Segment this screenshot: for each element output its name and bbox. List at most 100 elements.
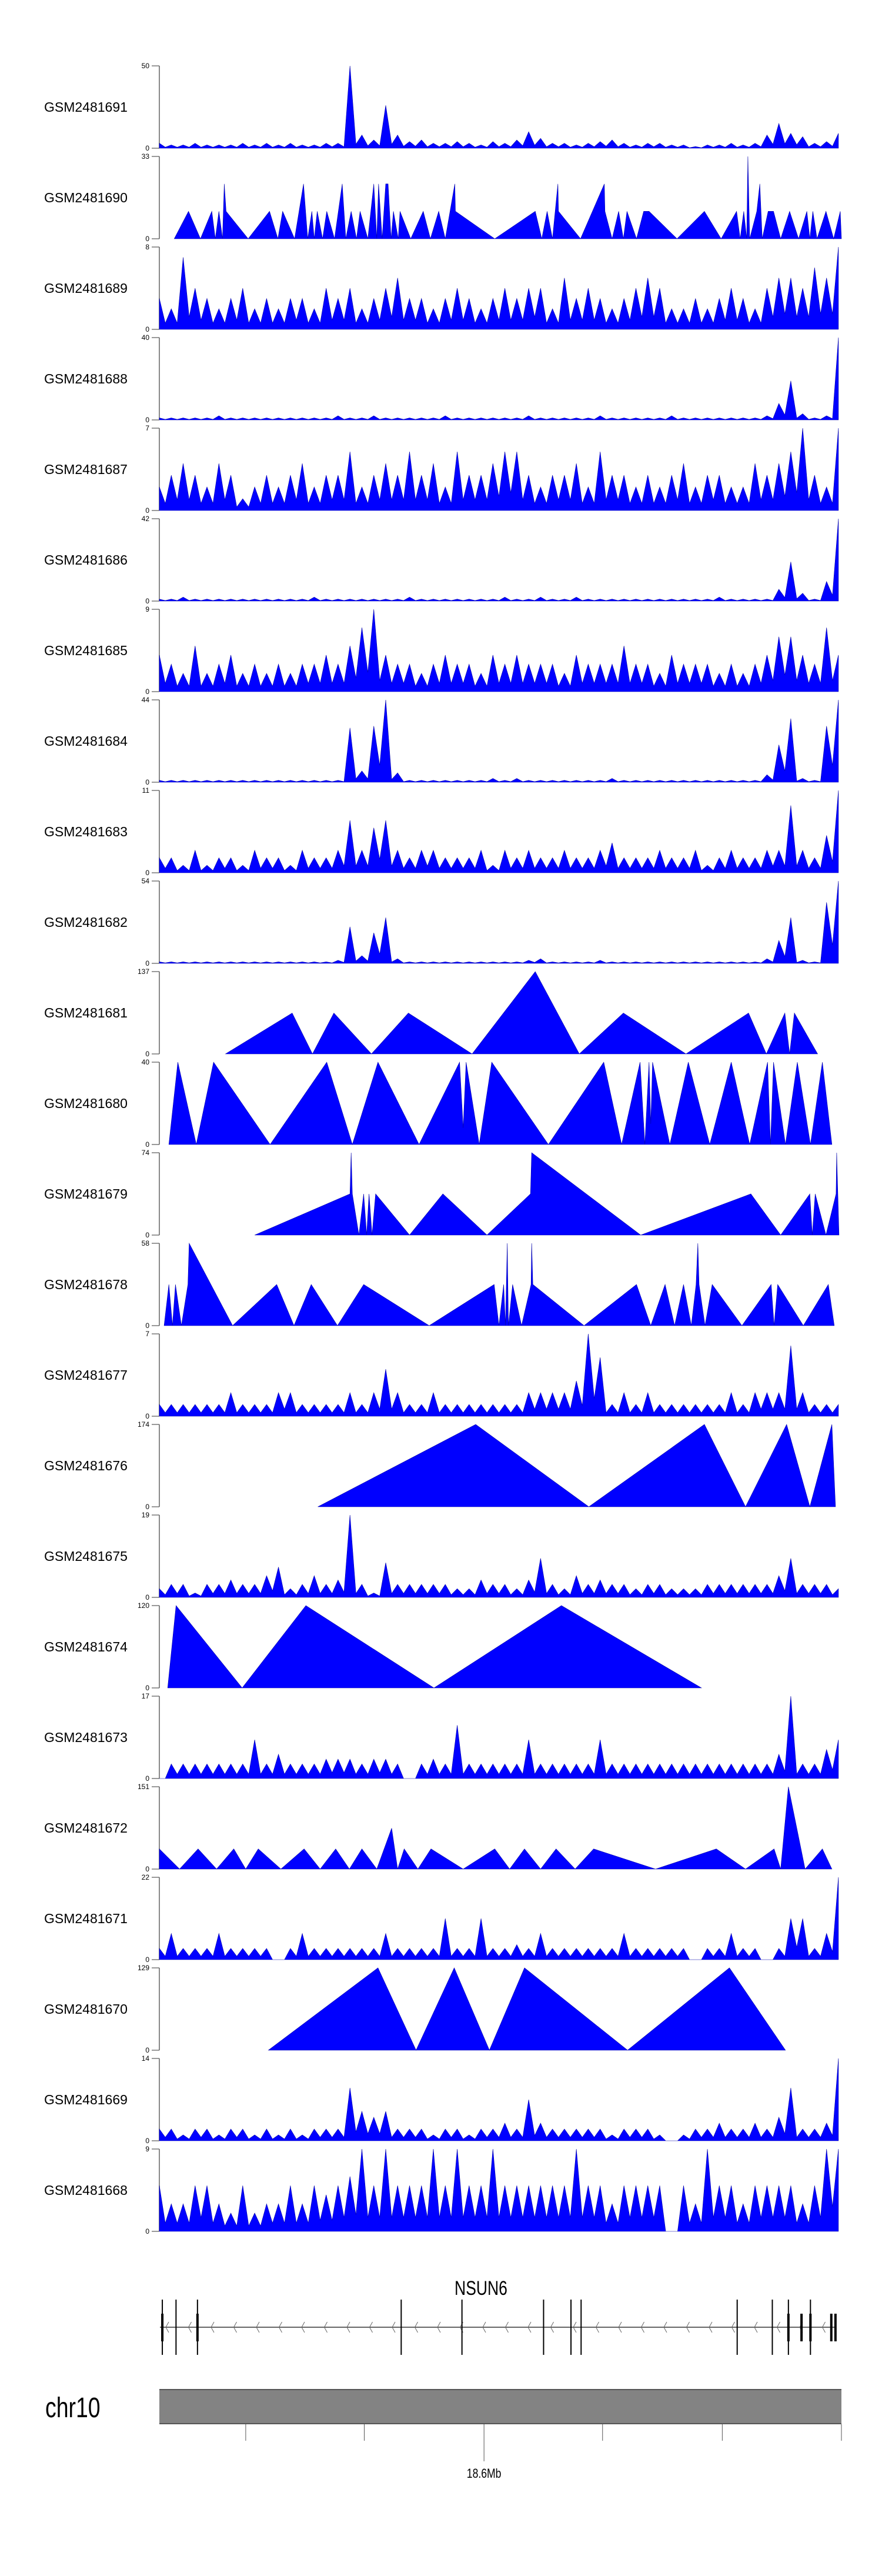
strand-chevron-icon <box>754 2321 758 2333</box>
track-label: GSM2481669 <box>44 2092 128 2107</box>
y-tick-label-max: 174 <box>138 1420 149 1429</box>
coverage-area <box>159 337 839 421</box>
track-GSM2481685: GSM2481685 9 0 <box>44 605 839 696</box>
track-label: GSM2481682 <box>44 915 128 930</box>
track-GSM2481673: GSM2481673 17 0 <box>44 1692 839 1783</box>
track-GSM2481690: GSM2481690 33 0 <box>44 152 842 243</box>
chromosome-bar <box>159 2390 841 2424</box>
track-GSM2481671: GSM2481671 22 0 <box>44 1873 839 1964</box>
y-tick-label-max: 7 <box>145 424 149 432</box>
y-tick-label-zero: 0 <box>145 1231 149 1239</box>
strand-chevron-icon <box>392 2321 396 2333</box>
track-label: GSM2481686 <box>44 552 128 568</box>
y-tick-label-zero: 0 <box>145 1774 149 1783</box>
y-tick-label-max: 42 <box>142 515 150 523</box>
y-tick-label-max: 40 <box>142 333 150 342</box>
track-label: GSM2481670 <box>44 2001 128 2017</box>
track-label: GSM2481691 <box>44 99 128 115</box>
coverage-area <box>159 880 839 964</box>
track-GSM2481680: GSM2481680 40 0 <box>44 1058 833 1149</box>
track-GSM2481689: GSM2481689 8 0 <box>44 243 839 333</box>
strand-chevron-icon <box>709 2321 713 2333</box>
genome-axis-tick-label: 18.6Mb <box>467 2467 502 2481</box>
track-label: GSM2481688 <box>44 371 128 386</box>
strand-chevron-icon <box>165 2321 169 2333</box>
y-tick-label-max: 74 <box>142 1149 150 1157</box>
y-tick-label-zero: 0 <box>145 235 149 243</box>
strand-chevron-icon <box>573 2321 577 2333</box>
track-GSM2481676: GSM2481676 174 0 <box>44 1420 836 1511</box>
coverage-area <box>268 1967 786 2051</box>
track-GSM2481672: GSM2481672 151 0 <box>44 1783 833 1873</box>
track-GSM2481668: GSM2481668 9 0 <box>44 2145 839 2235</box>
track-label: GSM2481668 <box>44 2183 128 2198</box>
coverage-area <box>159 246 839 330</box>
strand-chevron-icon <box>482 2321 486 2333</box>
strand-chevron-icon <box>188 2321 192 2333</box>
track-label: GSM2481675 <box>44 1549 128 1564</box>
y-tick-label-zero: 0 <box>145 1684 149 1692</box>
coverage-area <box>167 1605 703 1689</box>
track-GSM2481677: GSM2481677 7 0 <box>44 1330 839 1420</box>
coverage-area <box>159 790 839 873</box>
coverage-area <box>159 65 839 149</box>
track-GSM2481674: GSM2481674 120 0 <box>44 1601 703 1692</box>
chromosome-label: chr10 <box>45 2393 101 2424</box>
coverage-area <box>159 1786 833 1870</box>
y-tick-label-zero: 0 <box>145 1050 149 1058</box>
y-tick-label-max: 40 <box>142 1058 150 1066</box>
coverage-area <box>254 1152 840 1236</box>
track-label: GSM2481674 <box>44 1639 128 1654</box>
strand-chevron-icon <box>640 2321 644 2333</box>
track-label: GSM2481679 <box>44 1186 128 1202</box>
y-tick-label-zero: 0 <box>145 325 149 333</box>
y-tick-label-max: 33 <box>142 152 150 161</box>
strand-chevron-icon <box>505 2321 509 2333</box>
track-label: GSM2481677 <box>44 1367 128 1383</box>
strand-chevron-icon <box>527 2321 532 2333</box>
coverage-area <box>159 2148 839 2232</box>
track-label: GSM2481673 <box>44 1730 128 1745</box>
y-tick-label-zero: 0 <box>145 1593 149 1601</box>
track-GSM2481679: GSM2481679 74 0 <box>44 1149 840 1239</box>
track-label: GSM2481683 <box>44 824 128 839</box>
strand-chevron-icon <box>550 2321 554 2333</box>
track-GSM2481687: GSM2481687 7 0 <box>44 424 839 515</box>
strand-chevron-icon <box>437 2321 441 2333</box>
y-tick-label-max: 129 <box>138 1964 149 1972</box>
y-tick-label-zero: 0 <box>145 2046 149 2054</box>
coverage-area <box>159 518 839 602</box>
strand-chevron-icon <box>731 2321 735 2333</box>
exon-utr <box>830 2314 833 2341</box>
coverage-area <box>159 428 839 511</box>
strand-chevron-icon <box>821 2321 826 2333</box>
track-label: GSM2481690 <box>44 190 128 205</box>
track-GSM2481686: GSM2481686 42 0 <box>44 515 839 605</box>
track-label: GSM2481684 <box>44 733 128 749</box>
track-label: GSM2481680 <box>44 1096 128 1111</box>
track-label: GSM2481685 <box>44 643 128 658</box>
track-label: GSM2481689 <box>44 281 128 296</box>
y-tick-label-zero: 0 <box>145 959 149 967</box>
y-tick-label-max: 8 <box>145 243 149 251</box>
track-label: GSM2481678 <box>44 1277 128 1292</box>
y-tick-label-zero: 0 <box>145 1956 149 1964</box>
track-label: GSM2481676 <box>44 1458 128 1473</box>
strand-chevron-icon <box>595 2321 599 2333</box>
strand-chevron-icon <box>776 2321 780 2333</box>
y-tick-label-zero: 0 <box>145 1322 149 1330</box>
coverage-area <box>163 1242 835 1326</box>
genome-axis: chr10 18.6Mb <box>45 2389 842 2481</box>
coverage-area <box>159 1333 839 1417</box>
coverage-area <box>159 1877 839 1960</box>
coverage-area <box>159 699 839 783</box>
coverage-area <box>225 971 818 1055</box>
y-tick-label-zero: 0 <box>145 144 149 152</box>
coverage-area <box>159 2058 839 2141</box>
y-tick-label-max: 22 <box>142 1873 150 1881</box>
coverage-area <box>159 1514 839 1598</box>
track-GSM2481688: GSM2481688 40 0 <box>44 333 839 424</box>
y-tick-label-max: 50 <box>142 62 150 70</box>
strand-chevron-icon <box>256 2321 260 2333</box>
